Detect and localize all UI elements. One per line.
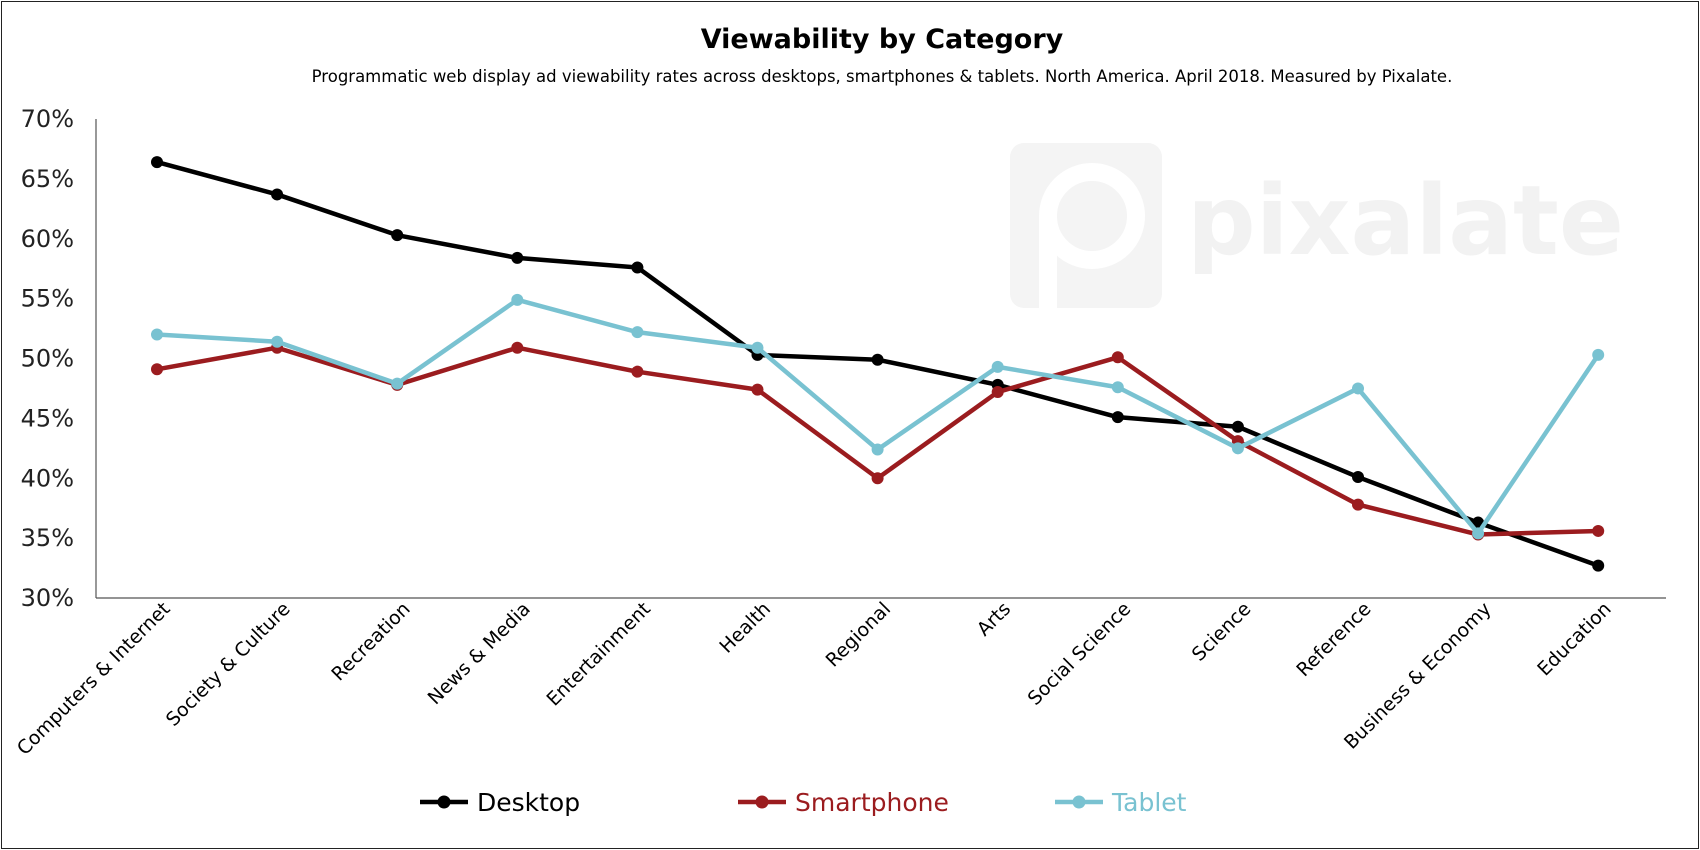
desktop-point xyxy=(1111,411,1124,424)
desktop-point xyxy=(1592,559,1605,572)
x-tick-label: Entertainment xyxy=(542,598,655,711)
tablet-point xyxy=(1592,348,1605,361)
legend: Desktop Smartphone Tablet xyxy=(420,788,1187,817)
smartphone-point xyxy=(1352,498,1364,511)
tablet-point xyxy=(1472,527,1485,540)
tablet-point xyxy=(751,341,764,354)
x-tick-label: News & Media xyxy=(424,598,535,709)
tablet-point xyxy=(1352,382,1364,395)
desktop-point xyxy=(151,156,163,169)
x-tick-label: Society & Culture xyxy=(162,598,295,731)
tablet-point xyxy=(631,326,644,339)
tablet-point xyxy=(271,335,284,348)
x-tick-label: Education xyxy=(1533,598,1615,680)
legend-desktop-swatch-marker xyxy=(437,795,451,809)
y-tick-label: 50% xyxy=(21,345,74,373)
y-tick-label: 45% xyxy=(21,404,74,432)
y-tick-label: 55% xyxy=(21,285,74,313)
series-group xyxy=(151,156,1605,572)
legend-item-tablet: Tablet xyxy=(1055,788,1187,817)
smartphone-point xyxy=(871,472,884,485)
desktop-point xyxy=(391,229,404,242)
desktop-point xyxy=(1231,420,1244,433)
tablet-point xyxy=(391,377,404,390)
desktop-point xyxy=(271,188,284,201)
smartphone-point xyxy=(1111,351,1124,364)
tablet-point xyxy=(871,443,884,456)
pixalate-watermark: pixalate xyxy=(1010,143,1624,308)
x-tick-label: Recreation xyxy=(327,598,414,685)
legend-desktop-label: Desktop xyxy=(477,788,580,817)
smartphone-point xyxy=(631,365,644,378)
y-tick-label: 35% xyxy=(21,524,74,552)
x-tick-label: Health xyxy=(715,598,775,658)
tablet-point xyxy=(1231,442,1244,455)
smartphone-point xyxy=(991,386,1004,399)
legend-item-smartphone: Smartphone xyxy=(738,788,949,817)
chart-subtitle: Programmatic web display ad viewability … xyxy=(312,67,1453,86)
chart-title: Viewability by Category xyxy=(701,24,1064,55)
y-tick-label: 70% xyxy=(21,105,74,133)
legend-smartphone-swatch-marker xyxy=(755,795,769,809)
tablet-point xyxy=(151,328,163,341)
desktop-point xyxy=(511,251,524,264)
legend-tablet-swatch-marker xyxy=(1072,795,1086,809)
legend-tablet-label: Tablet xyxy=(1111,788,1187,817)
y-tick-label: 30% xyxy=(21,584,74,612)
tablet-point xyxy=(511,293,524,306)
desktop-point xyxy=(631,261,644,274)
y-tick-label: 65% xyxy=(21,165,74,193)
desktop-point xyxy=(1352,471,1364,484)
legend-item-desktop: Desktop xyxy=(420,788,580,817)
x-tick-label: Computers & Internet xyxy=(13,598,175,760)
tablet-point xyxy=(1111,381,1124,394)
watermark-logo-stem xyxy=(1039,216,1057,308)
y-axis-ticks: 30% 35% 40% 45% 50% 55% 60% 65% 70% xyxy=(21,105,74,612)
x-tick-label: Social Science xyxy=(1024,598,1136,710)
series-desktop xyxy=(151,156,1605,572)
watermark-text: pixalate xyxy=(1187,165,1624,277)
x-tick-label: Regional xyxy=(822,598,896,672)
smartphone-point xyxy=(151,363,163,376)
series-tablet xyxy=(151,293,1605,540)
y-tick-label: 60% xyxy=(21,225,74,253)
x-tick-label: Reference xyxy=(1292,598,1375,681)
axes xyxy=(95,119,1666,599)
y-tick-label: 40% xyxy=(21,464,74,492)
x-tick-label: Arts xyxy=(973,598,1016,641)
smartphone-point xyxy=(751,383,764,396)
tablet-line xyxy=(154,297,1601,536)
x-tick-label: Science xyxy=(1188,598,1256,666)
legend-smartphone-label: Smartphone xyxy=(795,788,949,817)
smartphone-point xyxy=(511,341,524,354)
tablet-point xyxy=(991,360,1004,373)
smartphone-point xyxy=(1592,524,1605,537)
desktop-point xyxy=(871,353,884,366)
